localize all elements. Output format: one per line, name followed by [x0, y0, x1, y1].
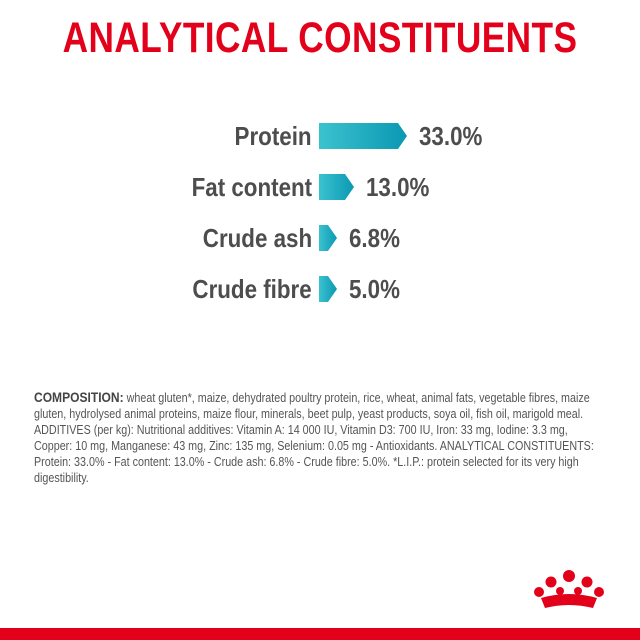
constituent-label: Crude fibre: [192, 274, 312, 304]
composition-body: wheat gluten*, maize, dehydrated poultry…: [34, 391, 594, 485]
constituent-bar: [319, 123, 407, 149]
bar-shape: [319, 174, 354, 200]
constituent-row: Protein 33.0%: [0, 118, 640, 154]
bar-shape: [319, 123, 407, 149]
constituent-value: 6.8%: [349, 223, 400, 253]
bar-shape: [319, 225, 337, 251]
composition-lead: COMPOSITION:: [34, 389, 124, 405]
constituent-value: 13.0%: [366, 172, 430, 202]
constituent-bar: [319, 174, 354, 200]
constituent-label: Crude ash: [202, 223, 312, 253]
constituent-row: Crude ash 6.8%: [0, 220, 640, 256]
constituent-value: 5.0%: [349, 274, 400, 304]
constituent-bar: [319, 225, 337, 251]
constituent-row: Crude fibre 5.0%: [0, 271, 640, 307]
crown-logo-icon: [527, 564, 611, 612]
page-title: ANALYTICAL CONSTITUENTS: [62, 14, 578, 62]
bottom-red-stripe: [0, 628, 640, 640]
constituent-row: Fat content 13.0%: [0, 169, 640, 205]
bar-shape: [319, 276, 337, 302]
constituent-value: 33.0%: [419, 121, 483, 151]
constituent-label: Fat content: [191, 172, 312, 202]
composition-text: COMPOSITION: wheat gluten*, maize, dehyd…: [34, 389, 608, 486]
constituent-label: Protein: [234, 121, 312, 151]
constituent-bar: [319, 276, 337, 302]
